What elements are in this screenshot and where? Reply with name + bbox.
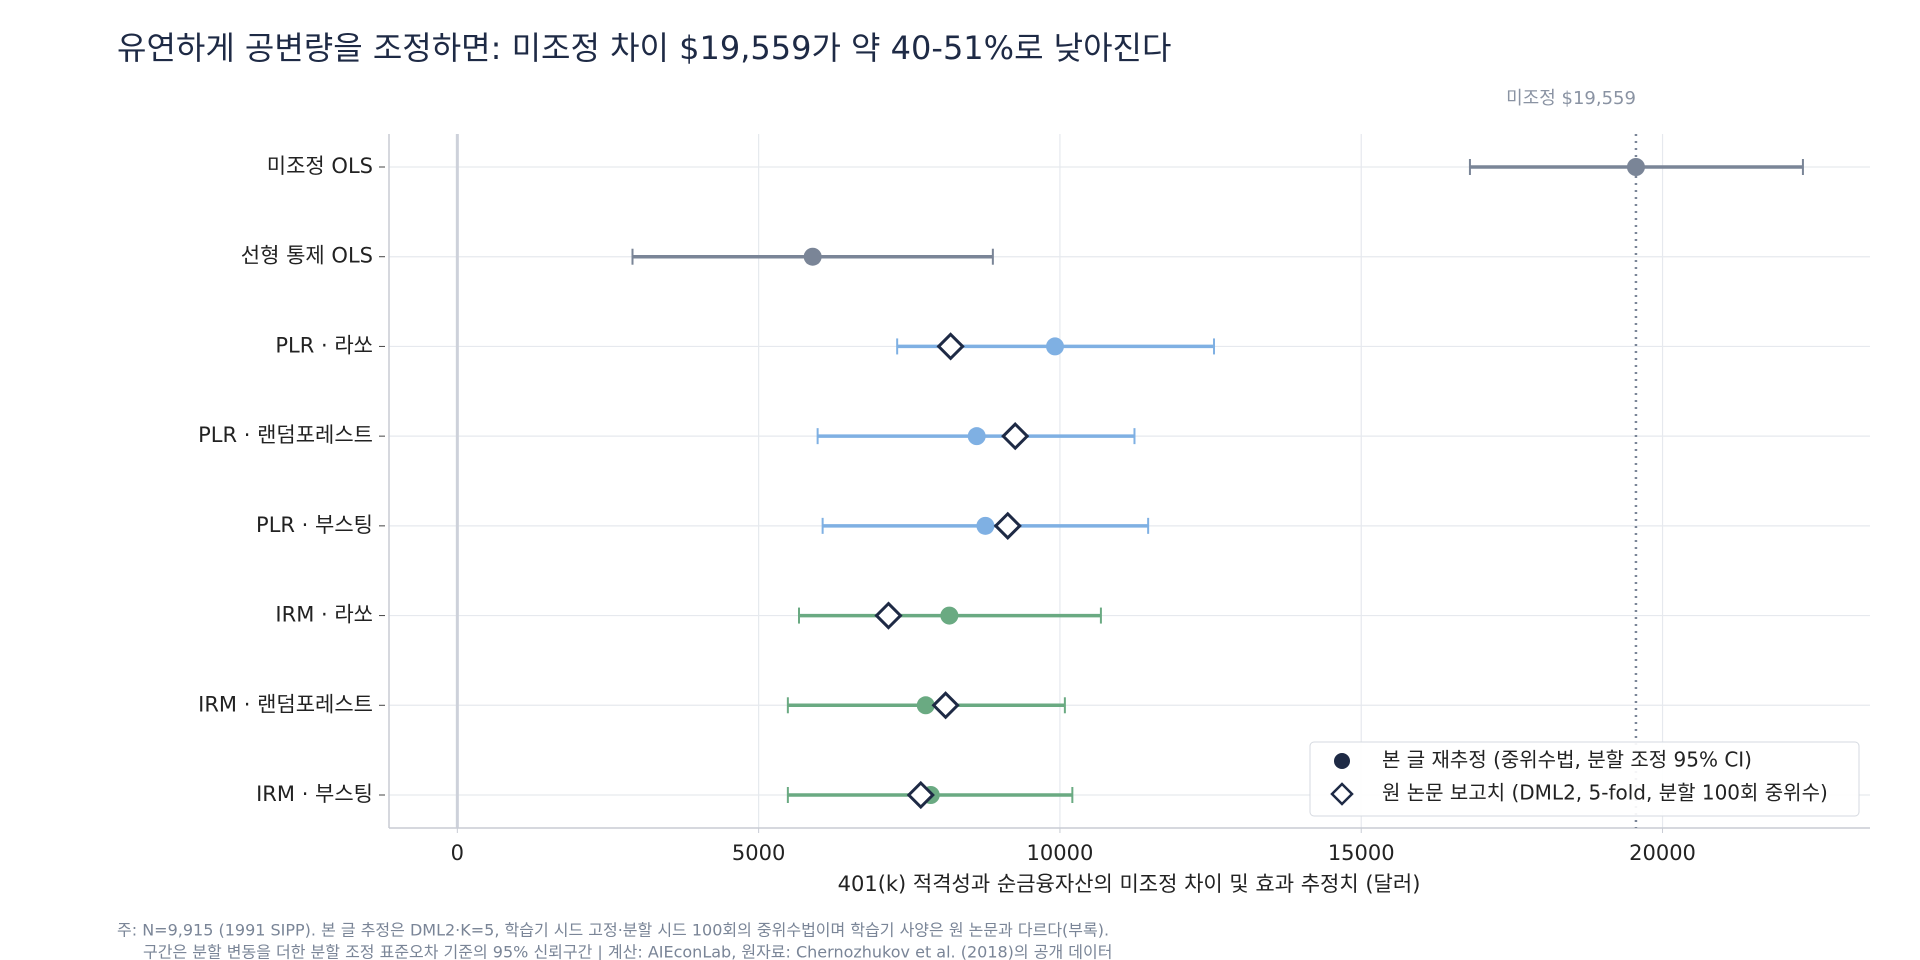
reported-point <box>993 511 1022 540</box>
x-tick-label: 0 <box>451 841 464 865</box>
legend-marker <box>1330 782 1354 806</box>
footnote: 주: N=9,915 (1991 SIPP). 본 글 추정은 DML2·K=5… <box>117 921 1109 940</box>
estimate-point <box>803 247 822 266</box>
y-tick-label: PLR · 라쏘 <box>275 333 373 357</box>
estimate-point <box>967 427 986 446</box>
estimate-point <box>1045 337 1064 356</box>
reported-point <box>1001 422 1030 451</box>
y-tick-label: 미조정 OLS <box>267 154 373 178</box>
estimate-point <box>1626 158 1645 176</box>
y-tick-label: PLR · 부스팅 <box>256 513 373 537</box>
y-tick-label: IRM · 라쏘 <box>275 603 373 627</box>
x-axis-label: 401(k) 적격성과 순금융자산의 미조정 차이 및 효과 추정치 (달러) <box>838 872 1421 896</box>
legend-label: 본 글 재추정 (중위수법, 분할 조정 95% CI) <box>1382 748 1752 772</box>
chart-title: 유연하게 공변량을 조정하면: 미조정 차이 $19,559가 약 40-51%… <box>117 29 1171 67</box>
footnote: 구간은 분할 변동을 더한 분할 조정 표준오차 기준의 95% 신뢰구간 | … <box>143 943 1112 960</box>
y-tick-label: 선형 통제 OLS <box>241 244 373 268</box>
reported-point <box>874 601 903 630</box>
estimate-point <box>940 606 959 625</box>
y-tick-label: IRM · 랜덤포레스트 <box>198 692 373 716</box>
reported-point <box>936 332 965 361</box>
reported-point <box>906 780 935 810</box>
y-tick-label: IRM · 부스팅 <box>256 782 373 806</box>
reference-label: 미조정 $19,559 <box>1506 88 1636 109</box>
x-tick-label: 5000 <box>732 841 785 865</box>
legend-box <box>1309 741 1860 817</box>
legend-label: 원 논문 보고치 (DML2, 5-fold, 분할 100회 중위수) <box>1382 781 1828 805</box>
y-tick-label: PLR · 랜덤포레스트 <box>198 423 373 447</box>
reported-point <box>931 691 960 720</box>
estimate-point <box>916 696 935 715</box>
x-tick-label: 20000 <box>1629 841 1696 865</box>
x-tick-label: 15000 <box>1328 841 1395 865</box>
x-tick-label: 10000 <box>1027 841 1094 865</box>
legend-marker <box>1334 753 1350 769</box>
estimate-point <box>976 516 995 535</box>
